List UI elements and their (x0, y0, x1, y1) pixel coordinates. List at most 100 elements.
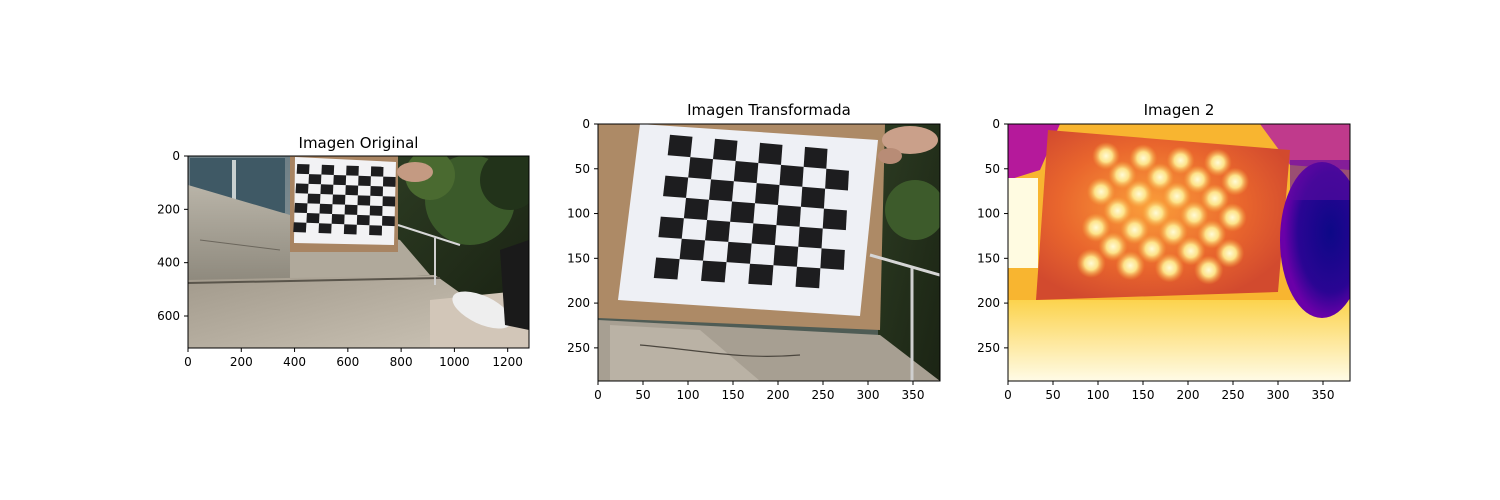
x-tick-label: 200 (767, 388, 790, 402)
heat-spot (1081, 213, 1111, 242)
checker-square (779, 164, 804, 187)
x-tick-label: 0 (184, 355, 192, 369)
heat-spot (1137, 234, 1167, 264)
y-tick-label: 100 (567, 207, 590, 221)
heat-spot (1129, 144, 1158, 173)
checker-square (382, 215, 395, 227)
checker-square (296, 164, 310, 175)
checker-square (357, 195, 371, 206)
x-tick-label: 150 (722, 388, 745, 402)
checker-square (679, 238, 706, 261)
x-tick-label: 250 (1222, 388, 1245, 402)
x-tick-label: 600 (336, 355, 359, 369)
x-tick-label: 150 (1132, 388, 1155, 402)
checker-square (356, 214, 370, 226)
checker-square (307, 193, 321, 204)
transformed-image (598, 124, 940, 381)
checker-square (688, 157, 714, 180)
panel-title: Imagen Transformada (687, 101, 851, 119)
x-tick-label: 1200 (492, 355, 523, 369)
x-tick-label: 50 (635, 388, 650, 402)
checker-square (319, 203, 333, 214)
checker-square (653, 257, 680, 280)
x-tick-label: 350 (1312, 388, 1335, 402)
panel-title: Imagen Original (299, 134, 419, 152)
checker-square (701, 260, 727, 283)
heat-spot (1197, 219, 1227, 249)
x-tick-label: 50 (1045, 388, 1060, 402)
heat-spot (1108, 160, 1137, 189)
x-tick-label: 0 (1004, 388, 1012, 402)
heat-spot (1200, 184, 1230, 213)
checker-square (795, 266, 821, 289)
heat-spot (1120, 215, 1150, 245)
checker-square (382, 196, 396, 207)
original-image (188, 156, 529, 348)
checker-square (776, 205, 801, 227)
x-tick-label: 800 (390, 355, 413, 369)
checker-square (345, 185, 359, 196)
x-tick-label: 250 (812, 388, 835, 402)
y-tick-label: 50 (985, 162, 1000, 176)
checker-square (346, 165, 359, 176)
x-tick-label: 0 (594, 388, 602, 402)
y-tick-label: 150 (977, 251, 1000, 265)
checker-square (667, 134, 693, 158)
checker-square (331, 213, 345, 225)
heat-spot (1179, 200, 1209, 230)
heat-spot (1221, 167, 1250, 196)
checker-square (683, 197, 710, 221)
panel-original: Imagen Original (157, 134, 530, 369)
checker-square (726, 241, 752, 264)
x-tick-label: 100 (1087, 388, 1110, 402)
checker-square (343, 224, 357, 235)
heat-spot (1166, 146, 1195, 175)
heatmap-image (1008, 124, 1350, 381)
checker-square (705, 220, 731, 242)
heat-spot (1158, 217, 1188, 247)
x-tick-label: 1000 (439, 355, 470, 369)
checker-square (803, 146, 828, 169)
y-tick-label: 0 (992, 117, 1000, 131)
y-tick-label: 200 (157, 202, 180, 216)
checker-square (332, 194, 346, 205)
checker-square (369, 205, 383, 216)
checker-square (663, 175, 689, 198)
heat-spot (1124, 179, 1154, 209)
y-tick-label: 50 (575, 162, 590, 176)
checker-square (308, 174, 322, 185)
panel-transformed: Imagen Transformada 0 50 100 150 200 250 300 35… (567, 101, 941, 402)
heat-spot (1145, 163, 1174, 192)
checker-square (333, 174, 347, 186)
checker-square (754, 183, 780, 206)
heat-spot (1203, 148, 1232, 177)
heat-spot (1176, 236, 1206, 266)
checker-square (713, 138, 738, 162)
x-tick-label: 400 (283, 355, 306, 369)
checker-square (800, 186, 826, 209)
x-tick-label: 100 (677, 388, 700, 402)
checker-square (358, 175, 371, 186)
checker-square (825, 168, 849, 191)
x-tick-label: 200 (230, 355, 253, 369)
heat-spot (1215, 238, 1245, 268)
checker-square (320, 184, 334, 195)
y-tick-label: 250 (567, 341, 590, 355)
checker-square (382, 176, 396, 187)
x-tick-label: 200 (1177, 388, 1200, 402)
heat-spot (1183, 165, 1212, 194)
heat-spot (1141, 198, 1171, 228)
checker-square (369, 225, 383, 236)
heat-spot (1086, 177, 1116, 206)
checker-square (798, 226, 823, 249)
heat-spot (1194, 255, 1224, 285)
checker-square (293, 222, 307, 233)
checker-square (370, 166, 384, 177)
heat-spot (1103, 196, 1132, 226)
checker-square (730, 201, 755, 224)
heat-spot (1098, 232, 1128, 262)
heat-spot (1076, 248, 1106, 279)
x-tick-label: 350 (902, 388, 925, 402)
y-tick-label: 0 (172, 149, 180, 163)
